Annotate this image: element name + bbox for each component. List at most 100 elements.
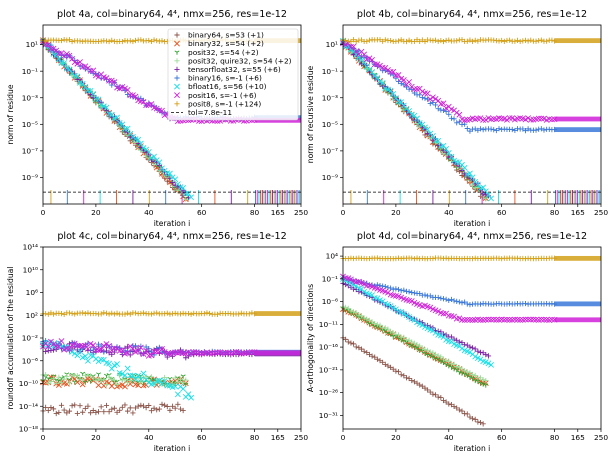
- data-point: [422, 292, 428, 298]
- data-point: [80, 310, 86, 316]
- data-point: [74, 342, 81, 349]
- data-point: [419, 94, 425, 101]
- data-point: [409, 377, 415, 384]
- data-point: [493, 316, 500, 323]
- data-point: [119, 121, 126, 128]
- data-point: [343, 281, 349, 288]
- x-tick-label: 60: [197, 433, 207, 442]
- data-point: [122, 37, 128, 44]
- data-point: [119, 370, 126, 377]
- x-tick-label: 20: [91, 433, 101, 442]
- data-point: [501, 316, 508, 323]
- data-point: [475, 419, 481, 425]
- data-point: [106, 374, 112, 380]
- data-point: [211, 349, 218, 356]
- data-point: [403, 38, 410, 45]
- data-point: [409, 289, 415, 296]
- x-tick-label: 250: [294, 208, 308, 217]
- data-point: [72, 311, 78, 317]
- data-point: [482, 117, 489, 123]
- data-point: [406, 79, 413, 85]
- data-point: [422, 351, 428, 356]
- series-bfloat16: [40, 339, 195, 401]
- data-point: [45, 343, 52, 350]
- data-point: [153, 105, 160, 112]
- data-point: [385, 67, 391, 73]
- data-point: [90, 342, 97, 349]
- data-point: [456, 111, 463, 118]
- data-point: [388, 364, 394, 370]
- data-point: [372, 354, 378, 360]
- data-point: [109, 351, 115, 357]
- data-point: [106, 342, 113, 349]
- data-point: [393, 286, 399, 292]
- plot-frame: [342, 246, 602, 430]
- data-point: [53, 346, 59, 352]
- data-point: [393, 75, 399, 81]
- data-point: [156, 159, 163, 166]
- data-point: [364, 316, 370, 322]
- data-point: [451, 361, 457, 367]
- data-point: [475, 127, 481, 133]
- data-point: [446, 37, 452, 43]
- data-point: [72, 380, 78, 385]
- data-point: [353, 310, 359, 316]
- plot-d: plot 4d, col=binary64, 4⁴, nmx=256, res=…: [306, 231, 608, 453]
- data-point: [414, 380, 420, 386]
- data-point: [146, 37, 152, 44]
- data-point: [90, 67, 97, 74]
- data-point: [95, 376, 102, 382]
- data-point: [525, 115, 532, 122]
- plot-frame: [42, 246, 302, 430]
- data-point: [143, 374, 149, 380]
- data-point: [82, 405, 88, 412]
- data-point: [390, 68, 397, 75]
- data-point: [98, 404, 104, 410]
- plot-b: plot 4b, col=binary64, 4⁴, nmx=256, res=…: [306, 9, 608, 228]
- data-point: [95, 409, 102, 415]
- data-point: [183, 196, 189, 202]
- series-posit8: [340, 37, 601, 45]
- data-point: [66, 37, 73, 43]
- data-point: [64, 373, 70, 380]
- data-point: [369, 56, 376, 63]
- data-point: [409, 343, 415, 349]
- data-point: [172, 176, 179, 183]
- data-point: [129, 372, 136, 379]
- data-point: [411, 379, 418, 385]
- data-point: [137, 140, 144, 147]
- data-point: [385, 289, 391, 296]
- data-point: [48, 404, 54, 411]
- data-point: [90, 377, 97, 384]
- data-point: [477, 419, 484, 426]
- data-point: [427, 293, 433, 299]
- data-point: [467, 302, 473, 308]
- y-axis-label: A-orthogonality of directions: [306, 284, 315, 392]
- data-point: [358, 37, 365, 43]
- data-point: [390, 91, 397, 97]
- y-tick-label: 10¹: [26, 40, 38, 49]
- data-point: [448, 365, 454, 370]
- legend-box: [167, 28, 299, 121]
- data-point: [485, 192, 492, 198]
- data-point: [488, 316, 495, 323]
- data-point: [443, 296, 449, 302]
- data-point: [106, 360, 113, 367]
- data-point: [467, 375, 473, 380]
- data-point: [135, 140, 141, 147]
- data-point: [438, 37, 444, 44]
- data-point: [440, 38, 447, 45]
- data-point: [398, 372, 404, 378]
- data-point: [80, 371, 86, 377]
- data-point: [79, 381, 86, 388]
- data-point: [88, 373, 94, 379]
- data-point: [477, 186, 484, 193]
- data-point: [382, 65, 389, 71]
- data-point: [114, 310, 120, 316]
- data-point: [129, 345, 136, 352]
- data-point: [140, 370, 147, 377]
- y-tick-label: 10⁶: [26, 288, 38, 297]
- data-point: [124, 125, 131, 132]
- x-axis-label: iteration i: [454, 219, 491, 228]
